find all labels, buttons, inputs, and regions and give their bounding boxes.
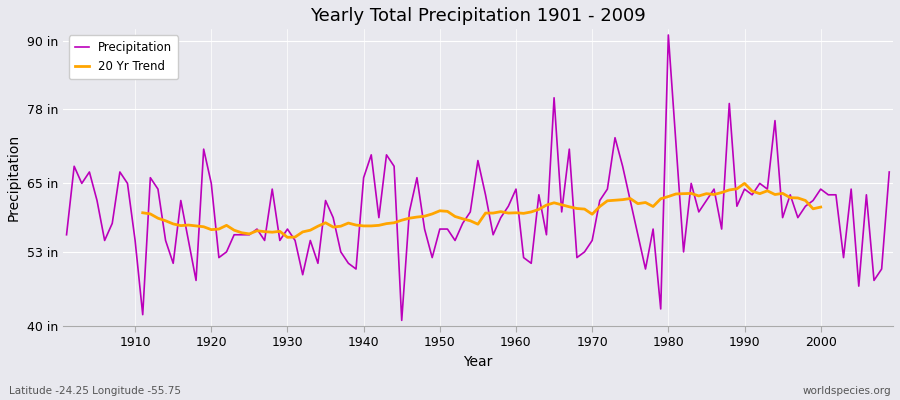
Text: worldspecies.org: worldspecies.org [803, 386, 891, 396]
20 Yr Trend [815, 205, 826, 210]
Text: Latitude -24.25 Longitude -55.75: Latitude -24.25 Longitude -55.75 [9, 386, 181, 396]
Legend: Precipitation, 20 Yr Trend: Precipitation, 20 Yr Trend [68, 35, 178, 79]
Title: Yearly Total Precipitation 1901 - 2009: Yearly Total Precipitation 1901 - 2009 [310, 7, 646, 25]
20 Yr Trend [138, 210, 148, 215]
20 Yr Trend [739, 181, 750, 186]
Line: 20 Yr Trend: 20 Yr Trend [143, 183, 821, 237]
Precipitation [396, 318, 407, 323]
20 Yr Trend [282, 235, 292, 240]
Precipitation [884, 170, 895, 174]
Precipitation [290, 238, 301, 243]
20 Yr Trend [800, 198, 811, 203]
20 Yr Trend [229, 228, 239, 232]
Precipitation [61, 232, 72, 237]
Precipitation [122, 181, 133, 186]
Line: Precipitation: Precipitation [67, 35, 889, 320]
20 Yr Trend [351, 223, 362, 228]
20 Yr Trend [617, 197, 628, 202]
Precipitation [663, 32, 674, 37]
Y-axis label: Precipitation: Precipitation [7, 134, 21, 221]
20 Yr Trend [724, 188, 734, 192]
Precipitation [336, 250, 346, 254]
20 Yr Trend [708, 192, 719, 197]
Precipitation [510, 187, 521, 192]
X-axis label: Year: Year [464, 355, 492, 369]
Precipitation [609, 135, 620, 140]
Precipitation [518, 255, 529, 260]
